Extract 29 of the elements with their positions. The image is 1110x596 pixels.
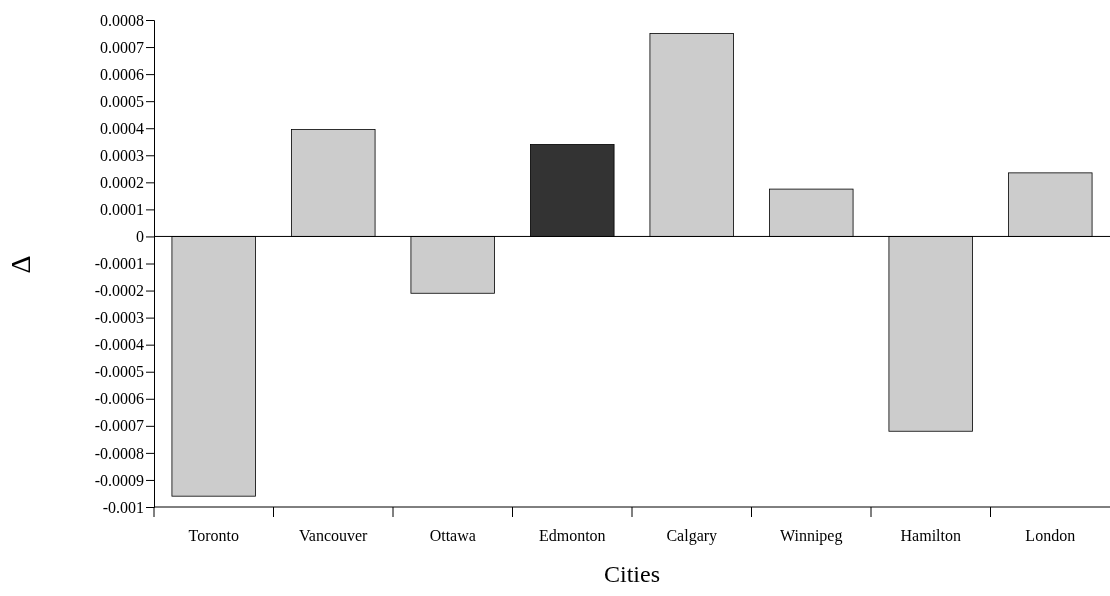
y-tick-label: -0.0007 bbox=[94, 417, 144, 435]
x-tick-label: Toronto bbox=[188, 527, 239, 544]
x-tick-label: Edmonton bbox=[538, 527, 606, 544]
y-tick-label: 0.0005 bbox=[100, 92, 144, 110]
y-tick-label: 0.0001 bbox=[100, 201, 144, 219]
y-tick-label: -0.0005 bbox=[94, 363, 144, 381]
x-tick-label: London bbox=[1025, 527, 1076, 544]
x-tick-label: Vancouver bbox=[299, 527, 369, 544]
y-tick-label: -0.001 bbox=[102, 498, 144, 516]
y-tick-label: -0.0001 bbox=[94, 255, 144, 273]
y-tick-label: 0.0004 bbox=[100, 119, 144, 137]
y-tick-label: 0.0003 bbox=[100, 146, 144, 164]
y-tick-label: -0.0006 bbox=[94, 390, 144, 408]
y-tick-label: -0.0004 bbox=[94, 336, 144, 354]
y-tick-label: -0.0002 bbox=[94, 282, 144, 300]
y-tick-label: 0.0006 bbox=[100, 65, 144, 83]
y-tick-label: 0.0007 bbox=[100, 38, 144, 56]
y-tick-label: -0.0008 bbox=[94, 444, 144, 462]
y-tick-label: 0 bbox=[136, 228, 144, 246]
x-tick-label: Hamilton bbox=[900, 527, 961, 544]
y-tick-label: 0.0008 bbox=[100, 11, 144, 29]
y-tick-label: -0.0009 bbox=[94, 471, 144, 489]
y-axis-title: Δ bbox=[5, 255, 36, 274]
y-tick-label: -0.0003 bbox=[94, 309, 144, 327]
x-axis-title: Cities bbox=[603, 561, 661, 587]
x-tick-label: Winnipeg bbox=[780, 527, 843, 545]
x-tick-label: Calgary bbox=[666, 527, 718, 545]
x-tick-label: Ottawa bbox=[429, 527, 476, 544]
y-tick-label: 0.0002 bbox=[100, 173, 144, 191]
